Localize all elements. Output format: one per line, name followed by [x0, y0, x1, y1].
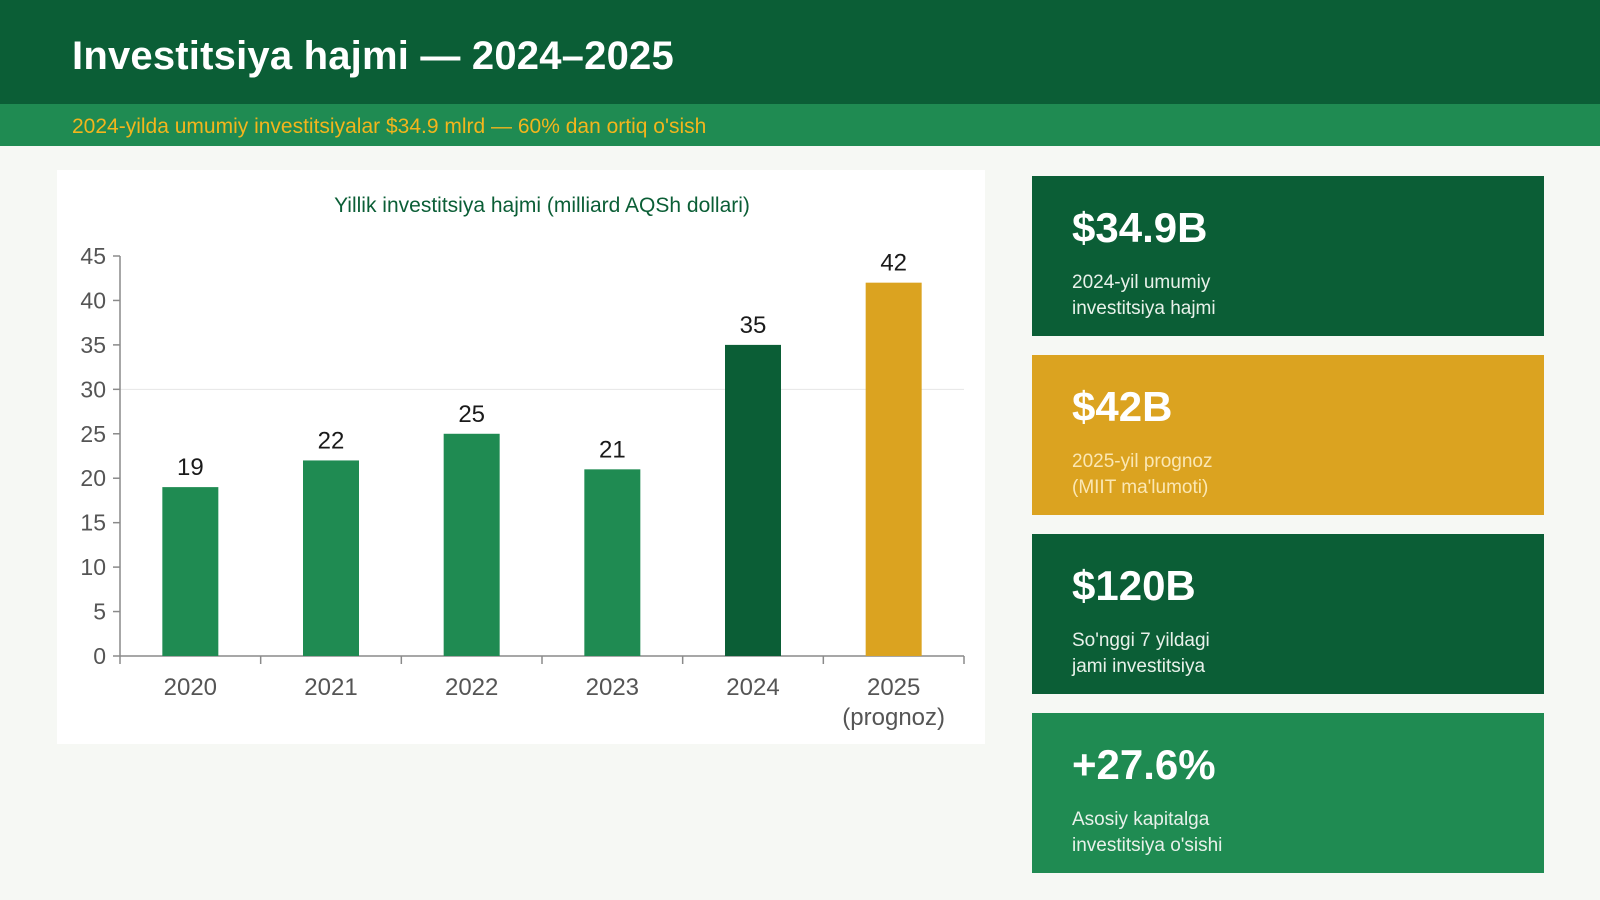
y-tick-label: 10 [80, 554, 106, 580]
x-tick-label: 2023 [586, 674, 639, 701]
x-tick-label: 2021 [304, 674, 357, 701]
bar [725, 344, 781, 656]
kpi-card-total-2024: $34.9B 2024-yil umumiy investitsiya hajm… [1032, 176, 1544, 336]
kpi-card-seven-year-total: $120B So'nggi 7 yildagi jami investitsiy… [1032, 534, 1544, 694]
y-tick-label: 35 [80, 332, 106, 358]
y-tick-label: 20 [80, 465, 106, 491]
bar [865, 282, 922, 656]
kpi-label: 2025-yil prognoz (MIIT ma'lumoti) [1072, 451, 1213, 498]
chart-title: Yillik investitsiya hajmi (milliard AQSh… [334, 194, 750, 217]
y-tick-label: 0 [93, 643, 106, 669]
bar-value-label: 21 [599, 436, 626, 463]
kpi-label: So'nggi 7 yildagi jami investitsiya [1072, 630, 1210, 677]
page-subtitle: 2024-yilda umumiy investitsiyalar $34.9 … [72, 115, 707, 138]
bar-value-label: 19 [177, 454, 204, 481]
kpi-value: +27.6% [1072, 741, 1216, 788]
bar [443, 433, 500, 656]
x-tick-label: 2020 [164, 674, 217, 701]
bar [162, 487, 219, 656]
kpi-label: 2024-yil umumiy investitsiya hajmi [1072, 272, 1216, 319]
bar [584, 469, 641, 656]
y-tick-label: 45 [80, 243, 106, 269]
bar-value-label: 42 [880, 250, 907, 277]
kpi-card-forecast-2025: $42B 2025-yil prognoz (MIIT ma'lumoti) [1032, 355, 1544, 515]
kpi-card-capital-growth: +27.6% Asosiy kapitalga investitsiya o's… [1032, 713, 1544, 873]
bar-chart: Yillik investitsiya hajmi (milliard AQSh… [80, 194, 965, 731]
kpi-value: $42B [1072, 383, 1173, 430]
page-title: Investitsiya hajmi — 2024–2025 [72, 34, 674, 78]
kpi-value: $34.9B [1072, 204, 1208, 251]
x-tick-label: 2024 [726, 674, 779, 701]
y-tick-label: 25 [80, 421, 106, 447]
bar [303, 460, 359, 656]
chart-card: Yillik investitsiya hajmi (milliard AQSh… [57, 170, 985, 744]
y-tick-label: 15 [80, 510, 106, 536]
y-tick-label: 40 [80, 287, 106, 313]
header-bar [0, 0, 1600, 104]
x-tick-label: 2022 [445, 674, 498, 701]
kpi-label: Asosiy kapitalga investitsiya o'sishi [1072, 809, 1223, 856]
bar-value-label: 22 [318, 427, 345, 454]
bar-value-label: 25 [458, 401, 485, 428]
subtitle-bar [0, 104, 1600, 146]
y-tick-label: 5 [93, 599, 106, 625]
y-tick-label: 30 [80, 376, 106, 402]
kpi-value: $120B [1072, 562, 1196, 609]
bar-value-label: 35 [740, 312, 767, 339]
x-tick-label: 2025 (prognoz) [842, 674, 945, 731]
